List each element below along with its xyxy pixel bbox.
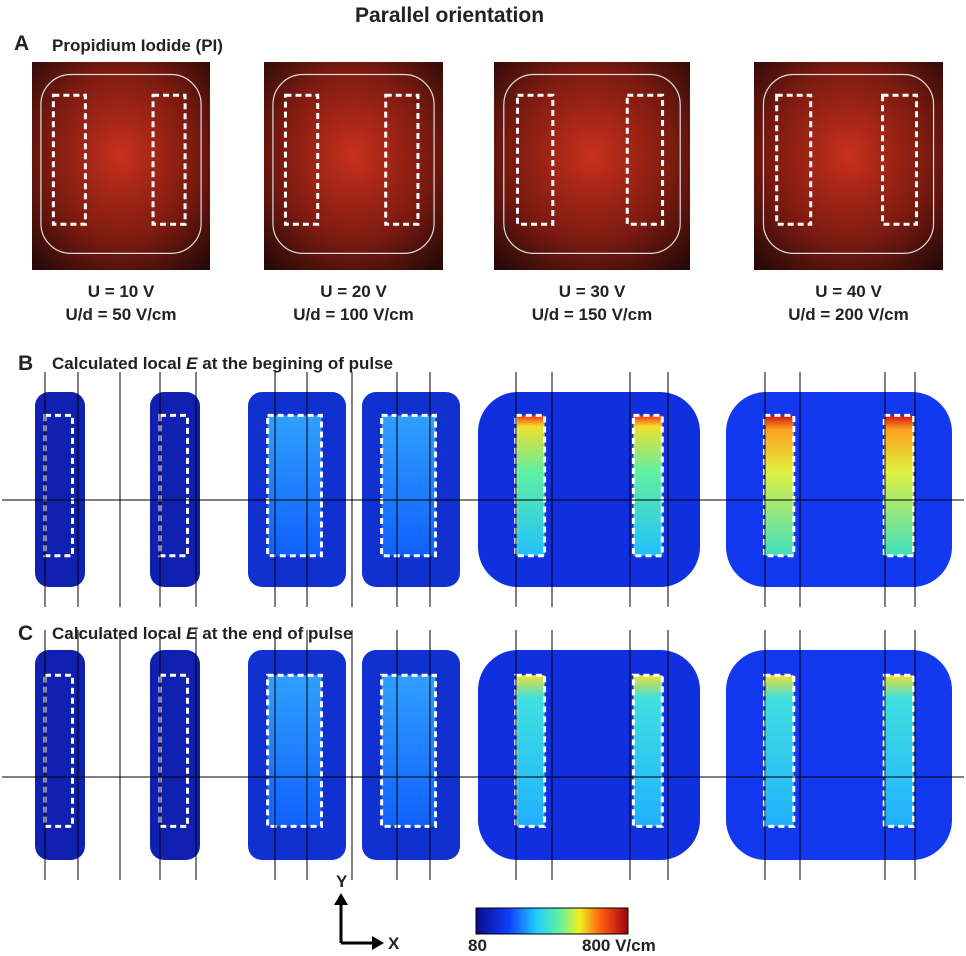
- title-part: E: [186, 624, 197, 643]
- colorbar: [476, 908, 628, 934]
- high-field-zone: [268, 675, 322, 826]
- high-field-zone: [764, 415, 793, 555]
- field-region: [726, 392, 952, 587]
- caption-line: U/d = 200 V/cm: [734, 303, 963, 326]
- axis-label: Y: [336, 872, 347, 892]
- figure-title: Parallel orientation: [355, 4, 544, 28]
- high-field-zone: [382, 415, 436, 555]
- colorbar-label: 800 V/cm: [582, 936, 656, 956]
- field-region: [150, 650, 200, 860]
- panel-title: Calculated local E at the begining of pu…: [52, 354, 393, 374]
- field-region: [478, 392, 700, 587]
- panel-title: Propidium Iodide (PI): [52, 36, 223, 56]
- title-part: at the end of pulse: [198, 624, 353, 643]
- axis-icon: [334, 893, 384, 950]
- panel-title: Calculated local E at the end of pulse: [52, 624, 352, 644]
- axis-label: X: [388, 934, 399, 954]
- panel-label: B: [18, 352, 33, 376]
- high-field-zone: [884, 675, 913, 826]
- caption-line: U/d = 150 V/cm: [474, 303, 710, 326]
- caption-line: U/d = 50 V/cm: [12, 303, 230, 326]
- high-field-zone: [268, 415, 322, 555]
- high-field-zone: [382, 675, 436, 826]
- caption-line: U/d = 100 V/cm: [244, 303, 463, 326]
- pi-image: [494, 62, 690, 270]
- title-part: at the begining of pulse: [198, 354, 394, 373]
- pi-image: [754, 62, 943, 270]
- pi-image: [32, 62, 210, 270]
- caption-line: U = 30 V: [474, 280, 710, 303]
- high-field-zone: [764, 675, 793, 826]
- colorbar-label: 80: [468, 936, 487, 956]
- high-field-zone: [633, 675, 662, 826]
- high-field-zone: [516, 415, 545, 555]
- caption-line: U = 40 V: [734, 280, 963, 303]
- field-region: [478, 650, 700, 860]
- title-part: Calculated local: [52, 624, 186, 643]
- figure: Parallel orientation A Propidium Iodide …: [0, 0, 966, 956]
- panel-label: A: [14, 32, 29, 56]
- caption-line: U = 10 V: [12, 280, 230, 303]
- title-part: Calculated local: [52, 354, 186, 373]
- high-field-zone: [633, 415, 662, 555]
- field-region: [726, 650, 952, 860]
- figure-graphics: [0, 0, 966, 956]
- field-region: [150, 392, 200, 587]
- high-field-zone: [516, 675, 545, 826]
- pi-image: [264, 62, 443, 270]
- panel-label: C: [18, 622, 33, 646]
- title-part: E: [186, 354, 197, 373]
- caption-line: U = 20 V: [244, 280, 463, 303]
- high-field-zone: [884, 415, 913, 555]
